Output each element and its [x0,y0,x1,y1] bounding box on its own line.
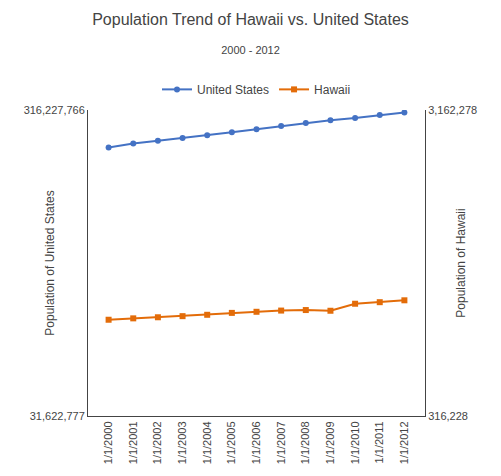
svg-text:Population of United States: Population of United States [43,190,57,335]
svg-text:316,228: 316,228 [428,410,468,422]
svg-text:United States: United States [197,83,269,97]
svg-text:1/1/2007: 1/1/2007 [275,421,287,464]
svg-text:1/1/2002: 1/1/2002 [151,421,163,464]
svg-text:1/1/2010: 1/1/2010 [349,421,361,464]
svg-text:316,227,766: 316,227,766 [24,104,85,116]
svg-text:1/1/2011: 1/1/2011 [373,421,385,463]
svg-text:1/1/2005: 1/1/2005 [225,421,237,464]
svg-text:1/1/2000: 1/1/2000 [102,421,114,464]
svg-text:Hawaii: Hawaii [314,83,350,97]
svg-text:1/1/2001: 1/1/2001 [127,421,139,464]
svg-text:1/1/2009: 1/1/2009 [324,421,336,464]
svg-text:1/1/2006: 1/1/2006 [250,421,262,464]
svg-text:1/1/2003: 1/1/2003 [176,421,188,464]
svg-text:31,622,777: 31,622,777 [30,410,85,422]
svg-text:1/1/2004: 1/1/2004 [201,421,213,464]
svg-text:Population Trend of Hawaii vs.: Population Trend of Hawaii vs. United St… [92,11,409,28]
svg-text:Population of Hawaii: Population of Hawaii [454,208,468,317]
svg-text:1/1/2012: 1/1/2012 [398,421,410,464]
svg-text:3,162,278: 3,162,278 [428,104,477,116]
svg-text:2000 - 2012: 2000 - 2012 [221,44,280,56]
svg-text:1/1/2008: 1/1/2008 [299,421,311,464]
